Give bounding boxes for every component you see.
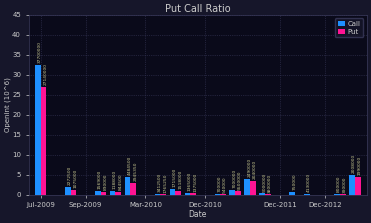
Text: 700000: 700000 [217, 176, 221, 192]
Bar [35, 65, 41, 195]
Bar [101, 192, 106, 195]
Bar [125, 177, 131, 195]
Text: 1188000: 1188000 [113, 170, 116, 189]
Title: Put Call Ratio: Put Call Ratio [165, 4, 230, 14]
Bar [265, 194, 271, 195]
Text: 1765250: 1765250 [163, 173, 167, 193]
Text: 1569000: 1569000 [98, 170, 102, 189]
Bar [95, 191, 101, 195]
Text: 5000000: 5000000 [262, 172, 266, 192]
Bar [70, 190, 76, 195]
Bar [190, 193, 196, 195]
Bar [220, 194, 226, 195]
Text: 750000: 750000 [292, 173, 296, 190]
X-axis label: Date: Date [188, 210, 207, 219]
Bar [115, 192, 121, 195]
Bar [185, 193, 190, 195]
Text: 800000: 800000 [337, 176, 341, 192]
Text: 3800000: 3800000 [268, 173, 272, 193]
Text: 1365000: 1365000 [187, 172, 191, 191]
Bar [175, 191, 181, 195]
Bar [334, 194, 340, 195]
Bar [355, 177, 361, 195]
Text: 1990000: 1990000 [358, 156, 362, 175]
Bar [259, 193, 265, 195]
Text: 1075000: 1075000 [73, 169, 78, 188]
Y-axis label: Openint (10^6): Openint (10^6) [4, 77, 11, 132]
Text: 1518000: 1518000 [178, 170, 182, 189]
Text: 2040000: 2040000 [253, 160, 257, 179]
Bar [41, 87, 46, 195]
Bar [244, 179, 250, 195]
Bar [110, 191, 115, 195]
Bar [131, 183, 136, 195]
Text: 37700000: 37700000 [38, 41, 42, 63]
Bar [214, 194, 220, 195]
Text: 4130000: 4130000 [307, 173, 311, 192]
Text: 7000000: 7000000 [232, 169, 236, 188]
Text: 1715000: 1715000 [173, 168, 177, 187]
Text: 2945350: 2945350 [133, 162, 137, 181]
Text: 1375000: 1375000 [193, 172, 197, 192]
Bar [289, 192, 295, 195]
Bar [230, 190, 235, 195]
Text: 2008000: 2008000 [352, 154, 356, 173]
Text: 4484500: 4484500 [128, 156, 132, 175]
Bar [304, 194, 310, 195]
Bar [340, 194, 346, 195]
Bar [155, 194, 160, 195]
Text: 2490000: 2490000 [247, 158, 251, 177]
Text: 830000: 830000 [104, 173, 107, 190]
Bar [235, 191, 241, 195]
Text: 27140000: 27140000 [43, 63, 47, 85]
Bar [250, 181, 256, 195]
Text: 390000: 390000 [343, 176, 347, 193]
Bar [65, 187, 70, 195]
Text: 3412500: 3412500 [158, 173, 161, 192]
Bar [349, 175, 355, 195]
Text: 540000: 540000 [223, 176, 227, 193]
Text: 5500000: 5500000 [238, 170, 242, 190]
Text: 844500: 844500 [118, 173, 122, 190]
Bar [170, 189, 175, 195]
Bar [160, 194, 166, 195]
Legend: Call, Put: Call, Put [335, 19, 363, 37]
Text: 2272500: 2272500 [68, 166, 72, 185]
